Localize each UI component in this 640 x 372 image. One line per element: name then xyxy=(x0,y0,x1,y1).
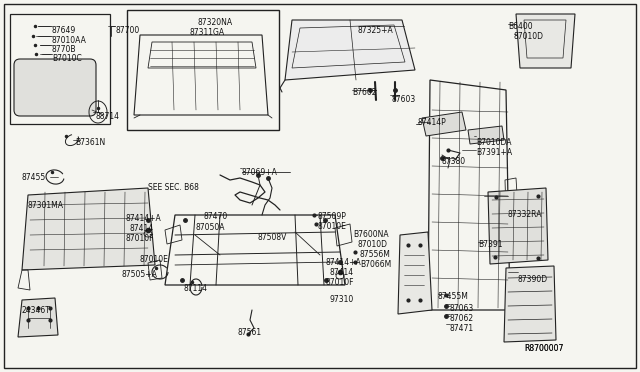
Text: 87069+A: 87069+A xyxy=(242,168,278,177)
Text: 87509P: 87509P xyxy=(317,212,346,221)
Text: 87561: 87561 xyxy=(238,328,262,337)
Polygon shape xyxy=(504,266,556,342)
Text: 87311GA: 87311GA xyxy=(190,28,225,37)
Text: 88714: 88714 xyxy=(95,112,119,121)
Text: 24346T: 24346T xyxy=(22,306,51,315)
Text: B6400: B6400 xyxy=(508,22,532,31)
Text: 87455M: 87455M xyxy=(438,292,469,301)
Text: 87414: 87414 xyxy=(130,224,154,233)
Text: R8700007: R8700007 xyxy=(524,344,563,353)
Text: 87320NA: 87320NA xyxy=(198,18,233,27)
Polygon shape xyxy=(468,126,504,144)
Text: 87010F: 87010F xyxy=(125,234,154,243)
Text: 87380: 87380 xyxy=(441,157,465,166)
Text: B7066M: B7066M xyxy=(360,260,391,269)
Text: 87010AA: 87010AA xyxy=(52,36,87,45)
Text: 87114: 87114 xyxy=(183,284,207,293)
Text: 8770B: 8770B xyxy=(52,45,77,54)
Text: B7602: B7602 xyxy=(352,88,376,97)
Text: 87505+A: 87505+A xyxy=(122,270,158,279)
Text: 87471: 87471 xyxy=(450,324,474,333)
Text: 97310: 97310 xyxy=(330,295,355,304)
Text: 87325+A: 87325+A xyxy=(358,26,394,35)
Text: 87063: 87063 xyxy=(450,304,474,313)
Text: B7391+A: B7391+A xyxy=(476,148,512,157)
Text: 87455: 87455 xyxy=(22,173,46,182)
Polygon shape xyxy=(516,14,575,68)
Text: B7391: B7391 xyxy=(478,240,502,249)
Text: B7361N: B7361N xyxy=(75,138,105,147)
Text: 87649: 87649 xyxy=(52,26,76,35)
Polygon shape xyxy=(18,298,58,337)
Text: 87470: 87470 xyxy=(204,212,228,221)
Polygon shape xyxy=(398,232,432,314)
Text: 87301MA: 87301MA xyxy=(28,201,64,210)
Text: 87390D: 87390D xyxy=(518,275,548,284)
Text: 87010D: 87010D xyxy=(514,32,544,41)
Text: 87603: 87603 xyxy=(392,95,416,104)
Text: 87332RA: 87332RA xyxy=(508,210,543,219)
Text: B7600NA: B7600NA xyxy=(353,230,388,239)
Text: 87414: 87414 xyxy=(330,268,354,277)
Text: 87010E: 87010E xyxy=(317,222,346,231)
Text: 87414P: 87414P xyxy=(418,118,447,127)
Text: 87414+A: 87414+A xyxy=(125,214,161,223)
Polygon shape xyxy=(488,188,548,264)
Text: 87010F: 87010F xyxy=(325,278,353,287)
Text: 87414+A: 87414+A xyxy=(325,258,361,267)
Text: 87050A: 87050A xyxy=(196,223,225,232)
Bar xyxy=(10,14,110,124)
Text: R8700007: R8700007 xyxy=(524,344,563,353)
Text: 87010E: 87010E xyxy=(140,255,169,264)
Text: 87556M: 87556M xyxy=(360,250,391,259)
Polygon shape xyxy=(285,20,415,80)
Text: 87508V: 87508V xyxy=(258,233,287,242)
Text: 87010D: 87010D xyxy=(358,240,388,249)
Polygon shape xyxy=(22,188,155,270)
FancyBboxPatch shape xyxy=(14,59,96,116)
Polygon shape xyxy=(422,112,466,136)
Text: 87700: 87700 xyxy=(115,26,140,35)
Text: 87062: 87062 xyxy=(450,314,474,323)
Bar xyxy=(127,10,279,130)
Text: B7010C: B7010C xyxy=(52,54,82,63)
Text: B7010DA: B7010DA xyxy=(476,138,511,147)
Text: SEE SEC. B68: SEE SEC. B68 xyxy=(148,183,199,192)
